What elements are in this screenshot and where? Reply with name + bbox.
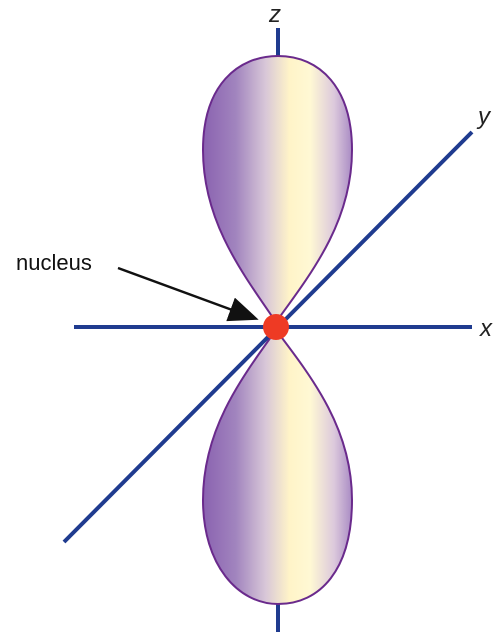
z-axis-label: z [268, 1, 281, 28]
nucleus-dot [263, 314, 289, 340]
lower-lobe [201, 328, 354, 606]
nucleus-arrow [117, 266, 259, 322]
x-axis-label: x [479, 315, 493, 342]
nucleus-label: nucleus [16, 250, 92, 275]
y-axis-label: y [476, 103, 492, 130]
upper-lobe [201, 54, 354, 324]
